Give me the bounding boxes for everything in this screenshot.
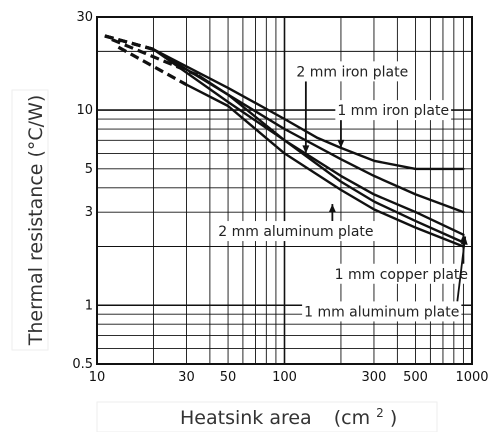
y-tick-label: 3	[85, 205, 93, 220]
y-axis-title-box	[11, 89, 49, 351]
plot-frame	[96, 16, 473, 365]
series-dashed-3	[104, 34, 154, 51]
annotation-box-5	[302, 301, 462, 322]
annotation-label-1: 2 mm iron plate	[296, 64, 408, 80]
annotation-layer: 2 mm iron plate 1 mm iron plate 2 mm alumi…	[216, 61, 471, 322]
x-tick-label: 300	[362, 370, 387, 385]
annotation-box-4	[332, 263, 471, 284]
x-axis-title-text: Heatsink area	[180, 407, 312, 429]
series-dashed-4	[111, 38, 200, 78]
x-tick-label: 100	[272, 370, 297, 385]
y-tick-label: 5	[85, 162, 93, 177]
x-tick-labels: 10 30 50 100 300 500 1000	[89, 370, 489, 385]
annotation-box-3	[216, 221, 376, 242]
series-dashed-5	[117, 45, 188, 87]
series-layer	[104, 34, 465, 248]
y-tick-label: 10	[76, 103, 93, 118]
annotation-arrow-2	[337, 139, 345, 148]
annotation-box-2	[335, 100, 452, 121]
x-axis-title-box	[96, 401, 438, 432]
annotation-box-1	[294, 61, 411, 82]
annotation-leader-5	[456, 236, 467, 302]
x-tick-label: 50	[220, 370, 237, 385]
annotation-arrow-5	[460, 236, 468, 245]
x-axis-unit-exp: 2	[376, 406, 384, 420]
x-axis-unit-close: )	[390, 407, 397, 429]
y-tick-labels: 0.5 1 3 5 10 30	[72, 10, 93, 372]
annotation-label-4: 1 mm copper plate	[335, 267, 468, 283]
annotation-arrow-3	[328, 204, 336, 213]
x-tick-label: 10	[89, 370, 106, 385]
series-line-3	[152, 48, 465, 236]
y-axis-title: Thermal resistance (°C/W)	[25, 95, 47, 347]
x-axis-unit-base: (cm	[334, 407, 370, 429]
x-tick-label: 1000	[455, 370, 488, 385]
y-tick-label: 30	[76, 10, 93, 25]
annotation-label-2: 1 mm iron plate	[337, 103, 449, 119]
series-line-1	[152, 48, 465, 171]
annotation-arrow-1	[302, 145, 310, 154]
x-tick-label: 30	[178, 370, 195, 385]
annotation-label-5: 1 mm aluminum plate	[304, 304, 459, 320]
y-tick-label: 1	[85, 298, 93, 313]
series-line-4	[197, 74, 465, 244]
x-tick-label: 500	[403, 370, 428, 385]
series-line-5	[185, 83, 465, 248]
y-tick-label: 0.5	[72, 357, 93, 372]
x-axis-title: Heatsink area (cm 2 )	[180, 400, 397, 429]
annotation-label-3: 2 mm aluminum plate	[218, 224, 373, 240]
